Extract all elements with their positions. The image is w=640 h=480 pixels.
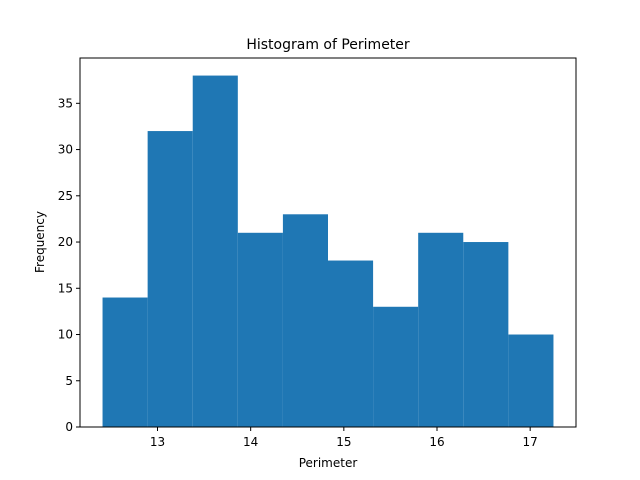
y-tick-label: 20 — [58, 235, 73, 249]
plot-frame — [79, 57, 577, 428]
y-tick-label: 25 — [58, 189, 73, 203]
histogram-bar — [282, 214, 328, 427]
histogram-bar — [328, 260, 374, 427]
histogram-bar — [147, 131, 193, 427]
x-tick-label: 16 — [429, 435, 444, 449]
histogram-bar — [102, 297, 148, 427]
x-tick-label: 15 — [336, 435, 351, 449]
histogram-bar — [237, 232, 283, 427]
y-tick-label: 35 — [58, 96, 73, 110]
histogram-bar — [418, 232, 464, 427]
x-tick-label: 13 — [150, 435, 165, 449]
histogram-bar — [373, 306, 419, 427]
y-tick-label: 30 — [58, 143, 73, 157]
x-axis-label: Perimeter — [299, 456, 358, 470]
histogram-bar — [508, 334, 554, 427]
x-tick-label: 14 — [243, 435, 258, 449]
chart-title: Histogram of Perimeter — [246, 37, 410, 53]
y-axis-label: Frequency — [33, 211, 47, 273]
histogram-bar — [192, 75, 238, 428]
y-tick-label: 5 — [65, 374, 73, 388]
x-tick-label: 17 — [523, 435, 538, 449]
y-ticks: 0 5 10 15 20 25 30 35 — [58, 96, 80, 434]
histogram-bar — [463, 242, 509, 427]
x-ticks: 13 14 15 16 17 — [150, 427, 538, 449]
bars-group — [102, 75, 554, 428]
y-tick-label: 10 — [58, 328, 73, 342]
y-tick-label: 15 — [58, 281, 73, 295]
y-tick-label: 0 — [65, 420, 73, 434]
